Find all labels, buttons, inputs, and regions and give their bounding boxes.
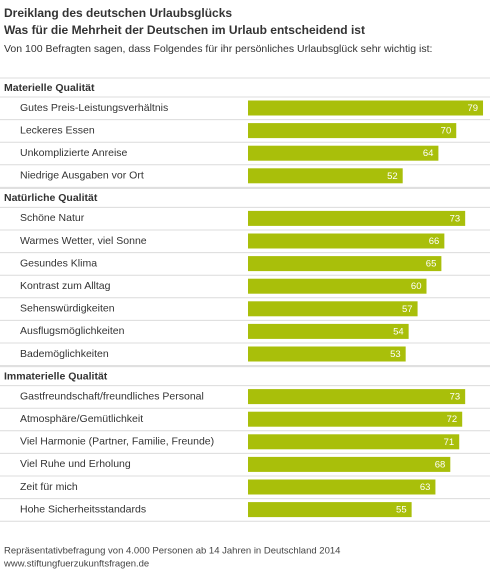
value-label: 73 — [450, 392, 461, 403]
value-label: 57 — [402, 304, 413, 315]
category-label: Niedrige Ausgaben vor Ort — [20, 170, 144, 182]
value-label: 64 — [423, 148, 434, 159]
group-header: Materielle Qualität — [4, 82, 95, 94]
category-label: Gesundes Klima — [20, 257, 97, 269]
value-label: 66 — [429, 236, 440, 247]
category-label: Schöne Natur — [20, 212, 85, 224]
category-label: Hohe Sicherheitsstandards — [20, 503, 146, 515]
bar — [248, 145, 439, 161]
chart-description: Von 100 Befragten sagen, dass Folgendes … — [4, 43, 432, 55]
category-label: Gastfreundschaft/freundliches Personal — [20, 390, 204, 402]
bar — [248, 168, 403, 184]
footnote: Repräsentativbefragung von 4.000 Persone… — [4, 546, 340, 557]
value-label: 79 — [467, 103, 478, 114]
value-label: 70 — [441, 126, 452, 137]
bar — [248, 100, 484, 116]
category-label: Bademöglichkeiten — [20, 348, 109, 360]
value-label: 68 — [435, 459, 446, 470]
value-label: 52 — [387, 171, 398, 182]
value-label: 53 — [390, 349, 401, 360]
category-label: Unkomplizierte Anreise — [20, 147, 128, 159]
chart-title: Dreiklang des deutschen Urlaubsglücks — [4, 6, 232, 20]
bar — [248, 278, 427, 294]
value-label: 55 — [396, 505, 407, 516]
category-label: Leckeres Essen — [20, 124, 95, 136]
group-header: Immaterielle Qualität — [4, 370, 108, 382]
bar — [248, 346, 406, 362]
bar — [248, 502, 412, 518]
value-label: 63 — [420, 482, 431, 493]
category-label: Viel Harmonie (Partner, Familie, Freunde… — [20, 436, 214, 448]
value-label: 65 — [426, 259, 437, 270]
category-label: Kontrast zum Alltag — [20, 280, 111, 292]
bar — [248, 210, 466, 226]
category-label: Viel Ruhe und Erholung — [20, 458, 131, 470]
source: www.stiftungfuerzukunftsfragen.de — [3, 559, 149, 570]
category-label: Zeit für mich — [20, 481, 78, 493]
value-label: 71 — [444, 437, 455, 448]
bar — [248, 301, 418, 317]
value-label: 73 — [450, 213, 461, 224]
bar — [248, 389, 466, 405]
category-label: Atmosphäre/Gemütlichkeit — [20, 413, 143, 425]
value-label: 54 — [393, 326, 404, 337]
bar — [248, 323, 409, 339]
category-label: Ausflugsmöglichkeiten — [20, 325, 125, 337]
bar — [248, 256, 442, 272]
value-label: 72 — [447, 414, 458, 425]
bar — [248, 434, 460, 450]
category-label: Gutes Preis-Leistungsverhältnis — [20, 102, 168, 114]
category-label: Warmes Wetter, viel Sonne — [20, 235, 147, 247]
bar — [248, 456, 451, 472]
bar — [248, 123, 457, 139]
bar — [248, 233, 445, 249]
bar — [248, 411, 463, 427]
group-header: Natürliche Qualität — [4, 192, 98, 204]
category-label: Sehenswürdigkeiten — [20, 303, 115, 315]
value-label: 60 — [411, 281, 422, 292]
bar — [248, 479, 436, 495]
chart-subtitle: Was für die Mehrheit der Deutschen im Ur… — [4, 23, 365, 37]
